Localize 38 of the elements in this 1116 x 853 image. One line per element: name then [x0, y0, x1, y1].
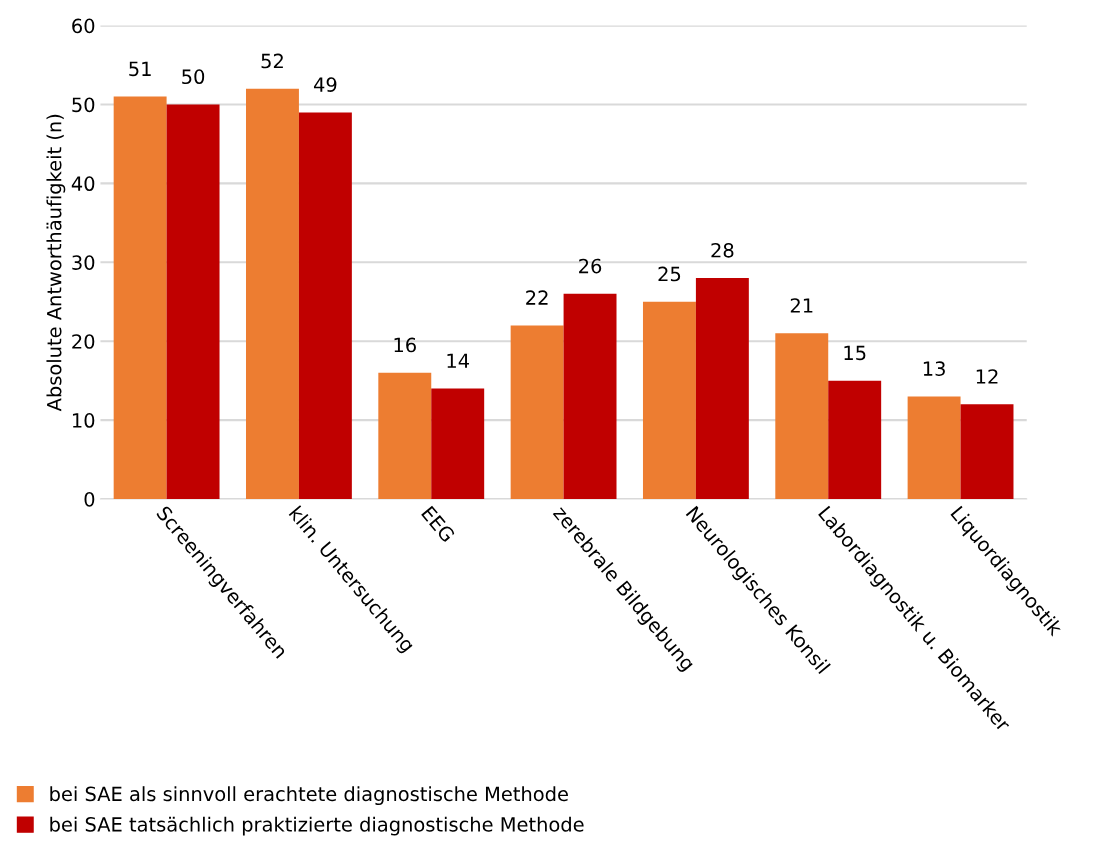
data-label: 14	[447, 353, 469, 368]
data-label: 16	[394, 337, 416, 353]
data-label: 13	[923, 361, 945, 376]
y-tick-label: 50	[72, 97, 95, 113]
data-label: 15	[844, 345, 866, 361]
data-label: 22	[526, 290, 548, 305]
data-label: 28	[711, 242, 734, 258]
bar	[960, 404, 1014, 500]
bar	[246, 88, 299, 500]
data-label: 52	[261, 53, 283, 69]
bar	[510, 325, 564, 500]
y-tick-label: 60	[72, 18, 95, 34]
legend-label: bei SAE tatsächlich praktizierte diagnostische Methode	[50, 816, 584, 836]
legend-label: bei SAE als sinnvoll erachtete diagnostische Methode	[50, 786, 568, 806]
y-axis-title: Absolute Antworthäufigkeit (n)	[46, 114, 66, 412]
data-label: 21	[790, 298, 813, 313]
y-tick-label: 10	[72, 413, 95, 428]
y-tick-label: 40	[71, 176, 95, 192]
y-tick-label: 20	[72, 334, 95, 349]
y-tick-label: 30	[72, 255, 95, 270]
bar	[378, 372, 432, 500]
data-label: 12	[976, 369, 998, 384]
data-label: 51	[129, 61, 151, 77]
bar	[298, 112, 352, 500]
bar	[907, 396, 961, 500]
data-label: 26	[579, 258, 602, 274]
data-label: 49	[313, 77, 337, 92]
y-tick-label: 0	[84, 491, 95, 507]
bar	[431, 388, 485, 500]
bar	[166, 104, 220, 500]
bar	[695, 278, 749, 500]
bar	[113, 96, 167, 500]
data-label: 50	[182, 69, 205, 85]
bar	[828, 380, 882, 500]
bar	[642, 301, 696, 500]
data-label: 25	[658, 266, 681, 282]
bar	[775, 333, 829, 500]
bar	[563, 293, 617, 500]
